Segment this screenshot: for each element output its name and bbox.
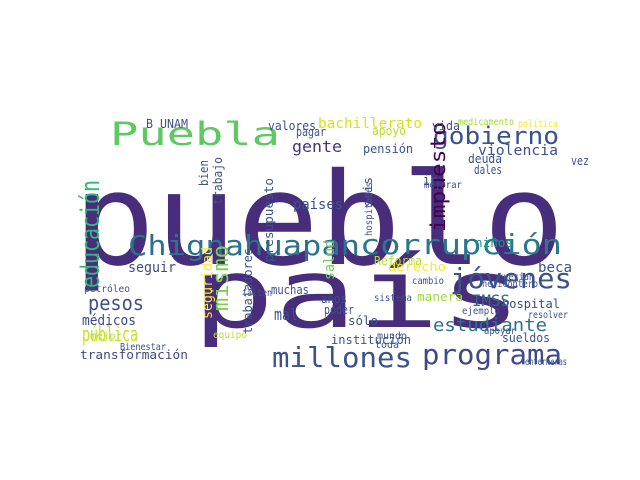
word-imss: IMSS <box>472 291 510 310</box>
word-médicos: médicos <box>82 313 136 329</box>
word-derecho: derecho <box>388 260 446 274</box>
word-país: país <box>192 238 522 350</box>
word-petróleo: petróleo <box>84 283 130 295</box>
word-millones: millones <box>272 341 412 374</box>
word-trabajadores: trabajadores <box>241 248 255 334</box>
word-puebla: Puebla <box>110 115 280 153</box>
word-programa: programa <box>422 338 562 371</box>
word-mal: mal <box>274 305 298 324</box>
word-poder: poder <box>324 303 354 317</box>
word-bachillerato: bachillerato <box>318 116 422 132</box>
word-hospitales: hospitales <box>364 182 375 236</box>
word-helicóptero: helicóptero <box>482 278 538 290</box>
word-sistema: sistema <box>374 293 412 304</box>
word-corrupción: corrupción <box>360 228 562 261</box>
word-falten: falten <box>242 288 272 299</box>
word-dales: dales <box>474 163 502 177</box>
word-salud: salud <box>322 240 338 280</box>
word-jóvenes: jóvenes <box>450 262 572 295</box>
word-bienestar: Bienestar <box>120 342 166 353</box>
word-ir: ir <box>423 173 437 189</box>
word-apoyar: apoyar <box>484 326 516 337</box>
word-enfermeras: enfermeras <box>525 357 567 368</box>
word-educación: educación <box>76 180 106 288</box>
word-valores: valores <box>268 119 316 133</box>
word-pensión: pensión <box>363 142 413 156</box>
word-años: años <box>321 292 347 306</box>
word-seguridad: seguridad <box>200 247 216 319</box>
word-seis: seis <box>361 177 375 207</box>
word-b-unam: B UNAM <box>146 117 188 131</box>
word-mejorar: mejorar <box>424 180 462 191</box>
word-resolver: resolver <box>528 310 568 321</box>
word-gente: gente <box>292 137 342 156</box>
word-niños: niños <box>475 236 513 250</box>
word-política: política <box>518 118 558 130</box>
word-estudiante: estudiante <box>433 315 547 336</box>
word-toda: toda <box>375 340 399 351</box>
word-beca: beca <box>538 260 572 276</box>
word-vez: vez <box>571 154 589 168</box>
word-mundo: mundo <box>377 331 407 342</box>
word-impuesto: impuesto <box>426 122 450 232</box>
word-reforma: Reforma <box>374 254 422 268</box>
word-pagar: pagar <box>296 125 326 139</box>
word-querían: querían <box>498 271 534 283</box>
word-cambio: cambio <box>412 276 444 287</box>
word-seguir: seguir <box>128 260 176 276</box>
word-sueldos: sueldos <box>502 331 550 345</box>
word-trabajo: trabajo <box>211 157 225 205</box>
word-pesos: pesos <box>88 291 144 315</box>
word-institución: institución <box>331 333 411 347</box>
word-bien: bien <box>197 160 211 186</box>
word-hospital: hospital <box>502 297 560 311</box>
word-pública: pública <box>82 322 138 346</box>
word-muchas: muchas <box>271 283 309 297</box>
word-manera: manera <box>417 290 463 304</box>
word-sólo: sólo <box>348 314 378 328</box>
word-presupuesto: presupuesto <box>262 178 276 262</box>
word-pueblo: pueblo <box>73 146 565 295</box>
word-equipo: equipo <box>213 330 247 341</box>
word-ejemplo: ejemplo <box>462 306 500 317</box>
word-gobierno: gobierno <box>433 122 559 150</box>
word-transformación: transformación <box>80 348 188 362</box>
word-mejor: mejor <box>90 331 122 342</box>
word-violencia: violencia <box>478 143 558 159</box>
word-deuda: deuda <box>468 152 502 166</box>
word-países: países <box>293 197 343 213</box>
word-vida: vida <box>432 119 460 133</box>
word-chignahuapan: Chignahuapan <box>128 229 360 262</box>
word-mismo: mismo <box>209 245 234 311</box>
word-medicamento: medicamento <box>458 117 514 128</box>
word-apoyo: apoyo <box>372 124 406 138</box>
